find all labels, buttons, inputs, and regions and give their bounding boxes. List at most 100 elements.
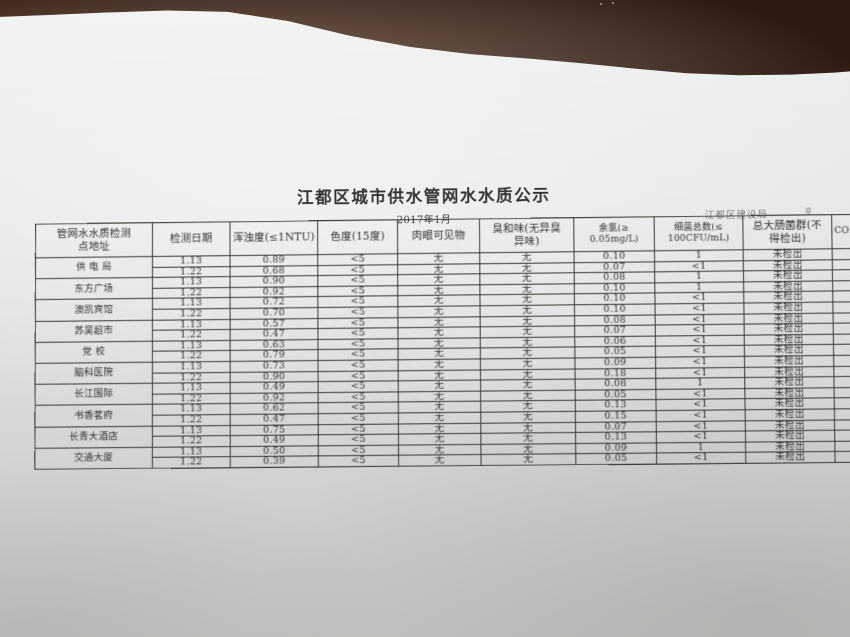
cell-site: 党 校 bbox=[35, 340, 153, 364]
column-header-cl: 余氯(≥ 0.05mg/L) bbox=[573, 216, 655, 252]
cell-cod: 1.3 bbox=[832, 301, 850, 313]
cell-site: 东方广场 bbox=[35, 277, 153, 300]
column-header-site: 管网水水质检测 点地址 bbox=[35, 222, 153, 258]
cell-coli: 未检出 bbox=[745, 452, 836, 464]
column-header-cod: CODMn(≤3mg/L) bbox=[831, 213, 850, 249]
column-header-line2: 点地址 bbox=[78, 240, 110, 253]
cell-cl: 0.15 bbox=[575, 410, 657, 422]
cell-site: 苏吴超市 bbox=[35, 319, 153, 343]
cell-bact: <1 bbox=[656, 410, 746, 422]
column-header-turb: 浑浊度(≤1NTU) bbox=[229, 220, 318, 256]
cell-site: 澳凯宾馆 bbox=[35, 298, 153, 322]
column-header-line2: 异味) bbox=[513, 235, 540, 248]
cell-odor: 无 bbox=[480, 454, 576, 466]
cell-cod: 1.7 bbox=[833, 311, 850, 324]
cell-site: 长青大酒店 bbox=[34, 425, 153, 449]
desk-speck-icon bbox=[600, 3, 602, 5]
column-header-bact: 细菌总数(≤ 100CFU/mL) bbox=[654, 215, 744, 251]
cell-odor: 无 bbox=[480, 411, 576, 423]
cell-color: <5 bbox=[317, 307, 398, 319]
cell-cod: 1.4 bbox=[833, 322, 850, 335]
cell-cod: 1.3 bbox=[832, 279, 850, 292]
cell-turb: 0.47 bbox=[230, 413, 319, 426]
table-wrapper: 管网水水质检测 点地址 检测日期 浑浊度(≤1NTU) 色度(15度) 肉眼可见物 臭和味(… bbox=[33, 213, 850, 470]
cell-odor: 无 bbox=[480, 433, 576, 445]
cell-vis: 无 bbox=[398, 380, 481, 392]
cell-date: 1.13 bbox=[152, 382, 231, 394]
cell-color: <5 bbox=[318, 434, 399, 446]
water-quality-table: 管网水水质检测 点地址 检测日期 浑浊度(≤1NTU) 色度(15度) 肉眼可见物 臭和味(… bbox=[34, 213, 850, 470]
cell-site: 书香茗府 bbox=[34, 404, 153, 427]
cell-cod: 1.6 bbox=[833, 333, 850, 345]
cell-site: 长江国际 bbox=[35, 383, 153, 406]
cell-cod: 1.4 bbox=[834, 429, 850, 441]
column-header-line1: 检测日期 bbox=[169, 232, 213, 246]
cell-color: <5 bbox=[318, 413, 399, 425]
cell-bact: <1 bbox=[656, 452, 746, 464]
column-header-line2: 100CFU/mL) bbox=[667, 232, 730, 244]
cell-cl: 0.09 bbox=[574, 357, 656, 369]
table-body: 供 电 局1.130.89<5无无0.101未检出1.71.220.68<5无无… bbox=[34, 247, 850, 470]
cell-cl: 0.05 bbox=[575, 453, 657, 465]
cell-cod: 1.8 bbox=[832, 269, 850, 281]
cell-color: <5 bbox=[318, 360, 399, 372]
cell-site: 供 电 局 bbox=[35, 256, 153, 279]
cell-vis: 无 bbox=[397, 327, 481, 339]
cell-cod: 1.8 bbox=[833, 375, 850, 388]
column-header-line1: 臭和味(无异臭 bbox=[492, 222, 562, 236]
column-header-line1: CODMn(≤3mg/L) bbox=[834, 225, 850, 237]
cell-vis: 无 bbox=[398, 433, 481, 445]
cell-cod: 1.4 bbox=[834, 451, 850, 463]
cell-cl: 0.10 bbox=[574, 304, 656, 316]
cell-site: 交通大厦 bbox=[34, 446, 153, 470]
column-header-date: 检测日期 bbox=[152, 221, 231, 257]
cell-turb: 0.49 bbox=[230, 435, 319, 447]
desk-speck-icon bbox=[612, 2, 614, 4]
cell-date: 1.13 bbox=[152, 361, 231, 373]
cell-cod: 1.7 bbox=[834, 418, 850, 431]
cell-cod: 1.6 bbox=[834, 397, 850, 409]
cell-cod: 1.4 bbox=[832, 258, 850, 271]
cell-coli: 未检出 bbox=[745, 409, 835, 421]
cell-coli: 未检出 bbox=[745, 430, 835, 442]
cell-date: 1.22 bbox=[152, 435, 231, 447]
cell-cod: 1.7 bbox=[834, 440, 850, 452]
cell-cod: 1.7 bbox=[833, 354, 850, 367]
cell-turb: 0.39 bbox=[230, 456, 319, 468]
cell-vis: 无 bbox=[398, 455, 482, 467]
cell-cl: 0.08 bbox=[575, 378, 656, 390]
cell-cod: 1.4 bbox=[833, 365, 850, 377]
cell-vis: 无 bbox=[398, 359, 481, 371]
column-header-line1: 肉眼可见物 bbox=[411, 229, 466, 243]
column-header-color: 色度(15度) bbox=[317, 219, 398, 255]
cell-bact: <1 bbox=[656, 431, 746, 443]
cell-date: 1.22 bbox=[152, 414, 231, 426]
column-header-vis: 肉眼可见物 bbox=[397, 218, 480, 254]
cell-turb: 0.49 bbox=[230, 382, 319, 394]
column-header-coli: 总大肠菌群(不 得检出) bbox=[742, 214, 833, 250]
column-header-odor: 臭和味(无异臭 异味) bbox=[479, 217, 575, 253]
column-header-line1: 总大肠菌群(不 bbox=[752, 219, 823, 233]
column-header-line2: 0.05mg/L) bbox=[589, 233, 639, 245]
cell-cod: 1.4 bbox=[833, 343, 850, 356]
cell-cod: 1.4 bbox=[834, 408, 850, 420]
cell-site: 脑科医院 bbox=[35, 362, 153, 385]
cell-cod: 1.3 bbox=[834, 386, 850, 399]
cell-color: <5 bbox=[317, 328, 399, 340]
cell-cod: 1.7 bbox=[832, 247, 850, 260]
column-header-line1: 色度(15度) bbox=[330, 230, 385, 244]
column-header-line1: 浑浊度(≤1NTU) bbox=[232, 231, 315, 245]
cell-date: 1.22 bbox=[152, 308, 231, 320]
table-perspective: 管网水水质检测 点地址 检测日期 浑浊度(≤1NTU) 色度(15度) 肉眼可见物 臭和味(… bbox=[34, 213, 850, 470]
cell-cl: 0.13 bbox=[575, 432, 657, 444]
column-header-line2: 得检出) bbox=[769, 232, 806, 245]
cell-date: 1.22 bbox=[152, 457, 231, 469]
cell-color: <5 bbox=[318, 455, 399, 467]
cell-bact: 1 bbox=[655, 378, 745, 390]
cell-color: <5 bbox=[318, 381, 399, 393]
cell-cod: 1.6 bbox=[832, 290, 850, 303]
cell-cl: 0.07 bbox=[574, 325, 656, 337]
